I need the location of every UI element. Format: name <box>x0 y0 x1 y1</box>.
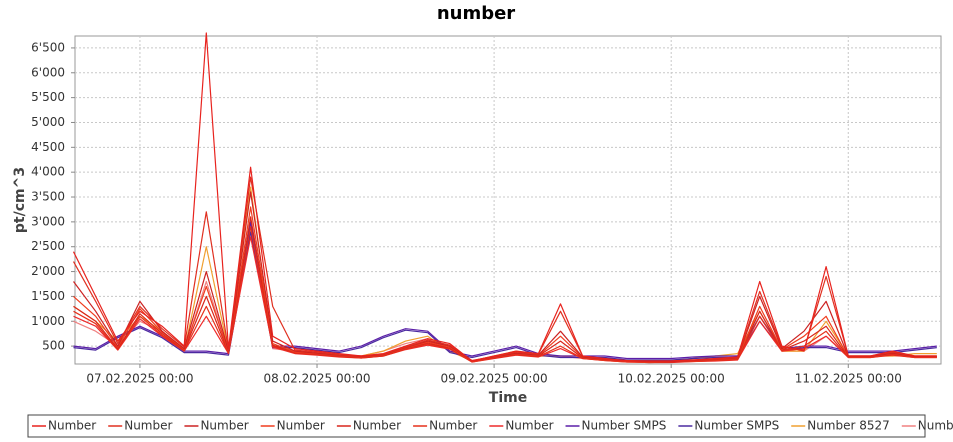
legend-box <box>27 414 926 438</box>
chart-title: number <box>437 3 515 24</box>
y-tick-label: 1'500 <box>31 289 65 303</box>
legend-label: Number <box>48 419 96 433</box>
x-tick-label: 08.02.2025 00:00 <box>263 372 370 386</box>
y-tick-label: 500 <box>42 339 65 353</box>
plot-area <box>74 35 942 365</box>
y-tick-label: 5'500 <box>31 90 65 104</box>
y-tick-label: 3'000 <box>31 214 65 228</box>
series-line <box>73 221 937 360</box>
y-tick-label: 5'000 <box>31 115 65 129</box>
legend-label: Number <box>429 419 477 433</box>
y-tick-label: 6'000 <box>31 65 65 79</box>
legend-label: Number 8527 <box>807 419 890 433</box>
series-line <box>72 32 937 362</box>
legend-label: Number <box>124 419 172 433</box>
x-tick-label: 07.02.2025 00:00 <box>86 372 193 386</box>
x-tick-label: 11.02.2025 00:00 <box>795 372 902 386</box>
y-axis-label: pt/cm^3 <box>12 167 28 233</box>
y-tick-label: 4'000 <box>31 165 65 179</box>
y-tick-label: 1'000 <box>31 314 65 328</box>
y-tick-label: 6'500 <box>31 40 65 54</box>
legend-label: Number <box>200 419 248 433</box>
series-line <box>73 191 937 363</box>
x-tick-label: 10.02.2025 00:00 <box>618 372 725 386</box>
legend-label: Number <box>277 419 325 433</box>
legend-label: Number <box>353 419 401 433</box>
y-tick-label: 2'500 <box>31 239 65 253</box>
x-axis-label: Time <box>489 390 527 406</box>
x-tick-label: 09.02.2025 00:00 <box>441 372 548 386</box>
legend-label: Number SMPS <box>694 419 779 433</box>
legend-label: Number 8510 <box>918 419 953 433</box>
y-tick-label: 3'500 <box>31 190 65 204</box>
legend-label: Number <box>505 419 553 433</box>
y-tick-label: 2'000 <box>31 264 65 278</box>
legend-label: Number SMPS <box>582 419 667 433</box>
y-tick-label: 4'500 <box>31 140 65 154</box>
